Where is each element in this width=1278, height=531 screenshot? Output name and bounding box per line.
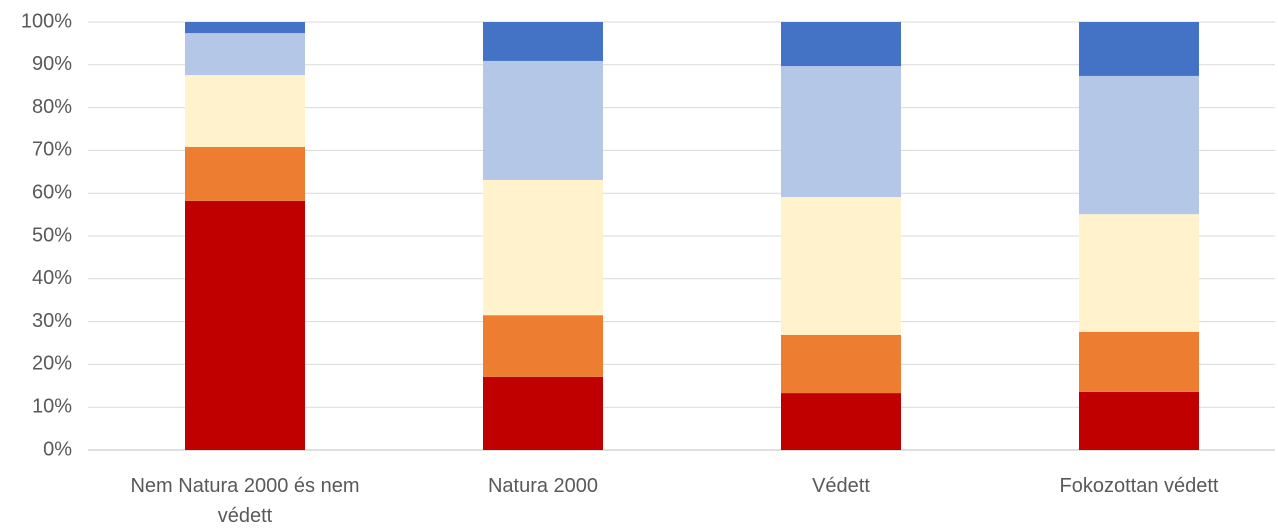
bar-segment	[1079, 391, 1199, 450]
x-tick-label: Natura 2000	[487, 475, 599, 497]
y-tick-label: 0%	[43, 438, 72, 460]
bar-segment	[483, 376, 603, 450]
y-tick-label: 20%	[32, 353, 72, 375]
x-tick-label-box: Natura 2000	[487, 475, 599, 497]
y-tick-label: 90%	[32, 53, 72, 75]
x-tick-label: Védett	[812, 475, 870, 497]
bar-segment	[781, 393, 901, 450]
bar-segment	[781, 334, 901, 394]
bar-segment	[781, 22, 901, 67]
y-tick-label: 60%	[32, 181, 72, 203]
bar-segment	[1079, 75, 1199, 215]
y-tick-label: 100%	[21, 10, 72, 32]
bar-segment	[781, 197, 901, 335]
y-tick-label: 70%	[32, 139, 72, 161]
bar-segment	[185, 22, 305, 34]
bar-segment	[483, 60, 603, 180]
bar-segment	[185, 146, 305, 201]
x-tick-label: Fokozottan védett	[1059, 475, 1219, 497]
bar-segment	[483, 315, 603, 377]
bar-segment	[483, 22, 603, 61]
y-tick-label: 50%	[32, 224, 72, 246]
x-tick-label: Nem Natura 2000 és nem védett	[130, 475, 360, 527]
bar-segment	[185, 200, 305, 450]
bar-segment	[1079, 22, 1199, 76]
y-tick-label: 40%	[32, 267, 72, 289]
bar-segment	[483, 179, 603, 316]
bar-segment	[185, 75, 305, 147]
x-tick-label-box: Nem Natura 2000 és nem védett	[130, 475, 360, 527]
y-tick-label: 30%	[32, 310, 72, 332]
bar-segment	[781, 66, 901, 198]
bar-segment	[1079, 214, 1199, 332]
bar-segment	[185, 33, 305, 76]
y-tick-label: 80%	[32, 96, 72, 118]
bar-segment	[1079, 331, 1199, 392]
y-tick-label: 10%	[32, 395, 72, 417]
x-tick-label-box: Védett	[812, 475, 870, 497]
x-tick-label-box: Fokozottan védett	[1059, 475, 1219, 497]
